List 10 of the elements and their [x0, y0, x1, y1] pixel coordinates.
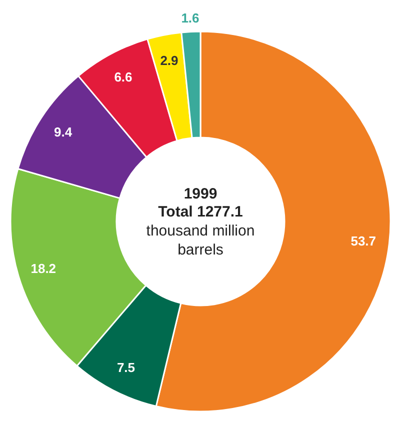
data-label: 7.5	[116, 360, 136, 376]
text: thousand million barrels	[146, 222, 255, 258]
text: Total 1277.1	[158, 204, 243, 220]
data-label: 1.6	[181, 10, 200, 26]
data-label: 53.7	[350, 233, 376, 248]
data-label: 6.6	[114, 69, 132, 84]
text: 1999	[184, 186, 218, 202]
data-label: 2.9	[160, 53, 178, 68]
data-label: 18.2	[30, 261, 56, 276]
data-label: 9.4	[54, 124, 73, 140]
